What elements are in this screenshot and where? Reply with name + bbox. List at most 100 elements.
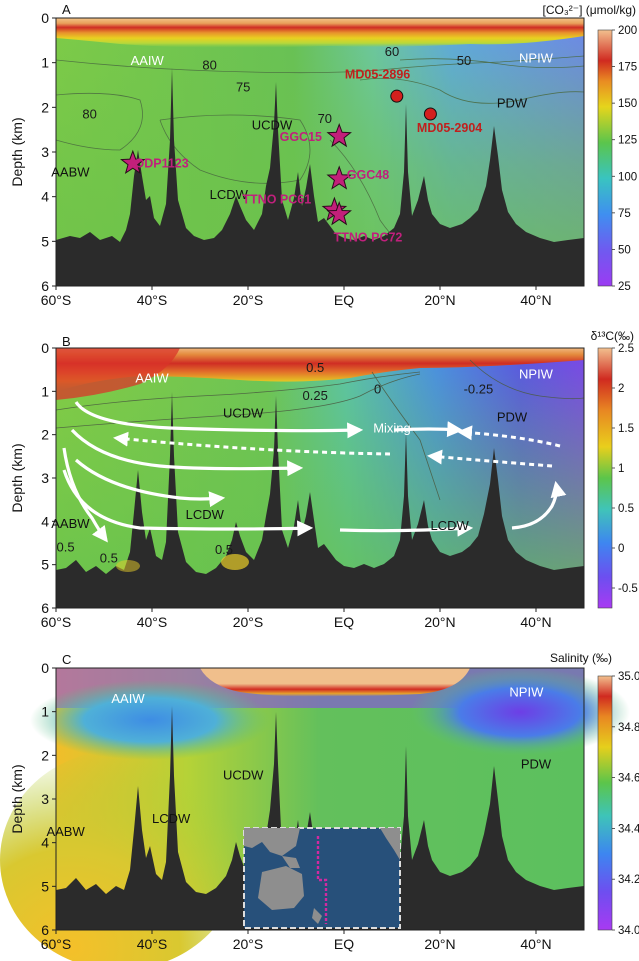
y-tick-label: 3 — [41, 791, 49, 807]
inset-asia-landmass — [244, 828, 300, 856]
panel-a-axes: 0 1 2 3 4 5 660°S 40°S 20°S EQ 20°N 40°N Depth (km) — [9, 10, 552, 308]
inset-nz-landmass — [312, 908, 322, 924]
site-marker-circle — [423, 107, 437, 121]
flow-arrow — [70, 428, 304, 477]
colorbar-tick-label: 34.8 — [618, 722, 639, 734]
y-tick-label: 3 — [41, 144, 49, 160]
flow-arrow — [62, 469, 314, 537]
panel-b-circulation-arrows — [62, 401, 567, 543]
contour-label: 0 — [374, 382, 381, 397]
panel-b-surface-band — [56, 348, 584, 392]
contour-label: 0.5 — [215, 542, 233, 557]
y-tick-label: 0 — [41, 660, 49, 676]
site-marker-star — [326, 165, 352, 190]
contour-label: 0.5 — [57, 540, 75, 555]
contour-label: 0.25 — [303, 388, 328, 403]
panel-b-contour-labels: 0.5 0.25 0 -0.25 0.5 0.5 0.5 — [57, 360, 494, 566]
x-tick-label: 20°N — [424, 614, 455, 630]
x-tick-label: EQ — [334, 936, 354, 952]
flow-arrow — [62, 447, 108, 543]
y-tick-label: 2 — [41, 99, 49, 115]
colorbar-tick-label: 34.6 — [618, 773, 639, 785]
x-tick-label: 40°N — [520, 292, 551, 308]
water-mass-label: NPIW — [519, 51, 554, 66]
map-inset — [243, 827, 401, 929]
water-mass-label: AAIW — [111, 691, 145, 706]
x-tick-label: 40°S — [137, 614, 168, 630]
panel-b-colorbar — [597, 347, 613, 609]
site-marker-circle — [390, 89, 404, 103]
panel-a-water-masses: AAIW NPIW UCDW PDW AABW LCDW — [51, 51, 553, 202]
water-mass-label: UCDW — [223, 767, 264, 782]
panel-c-axes: 0 1 2 3 4 5 660°S 40°S 20°S EQ 20°N 40°N Depth (km) — [9, 660, 552, 952]
contour-label: 60 — [385, 44, 399, 59]
colorbar-tick-label: 75 — [618, 208, 631, 220]
mixing-arrow — [427, 449, 553, 468]
site-label: TTNO PC72 — [334, 230, 403, 244]
site-label: ODP1123 — [134, 157, 188, 171]
panel-b-axes: 0 1 2 3 4 5 660°S 40°S 20°S EQ 20°N 40°N Depth (km) — [9, 340, 552, 630]
panel-c-colorbar-ticks: 34.0 34.2 34.4 34.6 34.8 35.0 — [612, 671, 639, 937]
panel-b-label: B — [62, 334, 71, 349]
y-tick-label: 5 — [41, 233, 49, 249]
site-marker-star — [120, 149, 146, 175]
panel-a-colorbar-ticks: 25 50 75 100 125 150 175 200 — [612, 25, 637, 293]
panel-b-colorbar-title: δ¹³C(‰) — [591, 329, 634, 343]
panel-a-label: A — [62, 2, 71, 17]
water-mass-label: LCDW — [152, 811, 191, 826]
site-marker-star — [326, 201, 352, 226]
flow-arrow — [74, 401, 364, 439]
site-label: TTNO PC61 — [242, 192, 311, 206]
water-mass-label: AABW — [46, 824, 85, 839]
contour-label: 80 — [202, 57, 216, 72]
y-tick-label: 4 — [41, 189, 49, 205]
panel-b-aaiw-core — [56, 348, 180, 400]
colorbar-tick-label: 200 — [618, 25, 637, 37]
panel-c-label: C — [62, 652, 71, 667]
site-label: MD05-2904 — [417, 121, 482, 135]
contour-label: 75 — [236, 80, 250, 95]
colorbar-tick-label: 0 — [618, 543, 624, 555]
mixing-arrow — [457, 425, 561, 448]
y-tick-label: 6 — [41, 278, 49, 294]
panel-a-colorbar-title: [CO₃²⁻] (μmol/kg) — [543, 3, 636, 17]
water-mass-label: LCDW — [210, 187, 249, 202]
panel-c-water-masses: AAIW NPIW UCDW PDW AABW LCDW — [46, 684, 551, 839]
contour-label: 0.5 — [306, 360, 324, 375]
x-tick-label: EQ — [334, 614, 354, 630]
panel-b-mixing-arrows — [113, 425, 561, 468]
x-tick-label: 20°S — [233, 936, 264, 952]
panel-b-blob — [116, 560, 140, 572]
panel-a-sites: MD05-2896 MD05-2904 GGC15 ODP1123 GGC48 TTNO … — [120, 67, 482, 244]
site-label: GGC48 — [347, 168, 389, 182]
water-mass-label: NPIW — [519, 366, 554, 381]
water-mass-label: UCDW — [223, 405, 264, 420]
colorbar-tick-label: 2.5 — [618, 343, 634, 355]
inset-australia-landmass — [258, 866, 304, 910]
x-tick-label: 20°S — [233, 292, 264, 308]
colorbar-tick-label: 34.4 — [618, 823, 639, 835]
y-axis-title: Depth (km) — [9, 117, 25, 186]
panel-b-bathymetry — [56, 392, 584, 608]
panel-c-aaiw-tongue — [30, 680, 270, 760]
x-tick-label: 20°N — [424, 292, 455, 308]
x-tick-label: EQ — [334, 292, 354, 308]
y-axis-title: Depth (km) — [9, 764, 25, 833]
water-mass-label: AAIW — [131, 53, 165, 68]
x-tick-label: 60°S — [41, 936, 72, 952]
colorbar-tick-label: 50 — [618, 244, 631, 256]
water-mass-label: AABW — [51, 516, 90, 531]
colorbar-tick-label: 175 — [618, 62, 637, 74]
colorbar-tick-label: 34.0 — [618, 925, 639, 937]
inset-transect-line — [316, 836, 328, 924]
y-tick-label: 4 — [41, 835, 49, 851]
panel-a-bathymetry — [56, 68, 584, 286]
water-mass-label: UCDW — [252, 118, 293, 133]
water-mass-label: LCDW — [430, 518, 469, 533]
panel-b-water-masses: AAIW NPIW UCDW PDW Mixing AABW LCDW LCDW — [51, 366, 553, 533]
x-tick-label: 60°S — [41, 614, 72, 630]
colorbar-tick-label: 0.5 — [618, 503, 634, 515]
flow-arrow — [74, 458, 226, 508]
y-tick-label: 1 — [41, 704, 49, 720]
